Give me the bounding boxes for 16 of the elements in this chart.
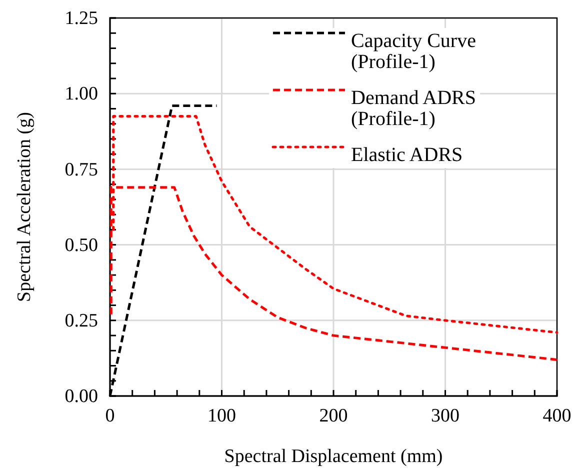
x-tick-label: 300 (431, 405, 460, 426)
legend-label: Capacity Curve (Profile-1) (351, 30, 476, 73)
x-tick-label: 0 (105, 405, 115, 426)
y-tick-label: 0.00 (64, 386, 98, 408)
legend-label: Elastic ADRS (351, 144, 463, 166)
y-tick-label: 1.25 (64, 8, 98, 30)
y-tick-label: 1.00 (64, 84, 98, 105)
x-tick-label: 200 (319, 405, 348, 426)
y-tick-label: 0.25 (64, 310, 98, 332)
x-tick-label: 100 (208, 405, 236, 426)
y-axis-title: Spectral Acceleration (g) (14, 112, 35, 302)
y-tick-label: 0.75 (64, 159, 98, 180)
y-tick-label: 0.50 (64, 234, 98, 256)
legend-label: Demand ADRS (Profile-1) (351, 87, 476, 130)
x-axis-title: Spectral Displacement (mm) (224, 446, 443, 467)
x-tick-label: 400 (542, 405, 572, 426)
